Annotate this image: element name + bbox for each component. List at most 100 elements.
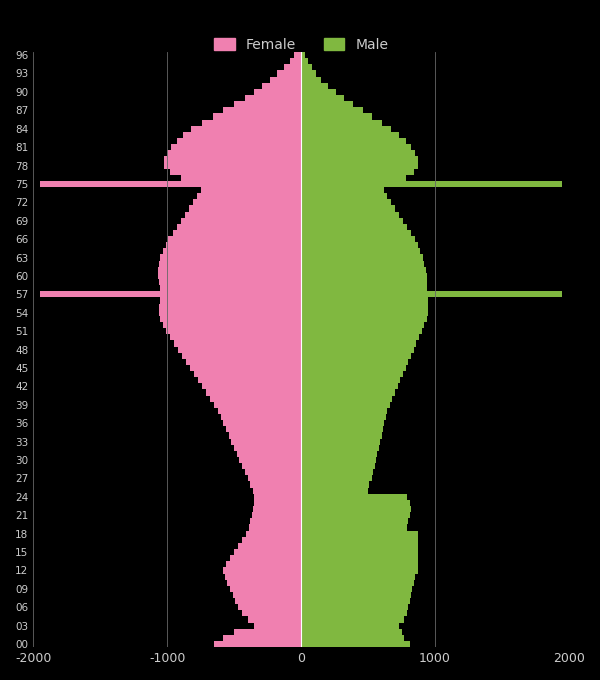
Bar <box>159 279 301 285</box>
Bar <box>242 463 301 469</box>
Legend: Female, Male: Female, Male <box>208 32 394 57</box>
Bar <box>301 267 426 273</box>
Bar <box>235 598 301 605</box>
Bar <box>40 181 301 187</box>
Bar <box>301 463 375 469</box>
Bar <box>166 328 301 335</box>
Bar <box>246 530 301 537</box>
Bar <box>301 254 423 260</box>
Bar <box>250 518 301 524</box>
Bar <box>301 530 418 537</box>
Bar <box>227 579 301 585</box>
Bar <box>166 242 301 248</box>
Bar <box>301 439 380 445</box>
Bar <box>158 267 301 273</box>
Bar <box>249 524 301 530</box>
Bar <box>301 248 421 254</box>
Bar <box>248 475 301 481</box>
Bar <box>301 291 562 297</box>
Bar <box>301 181 562 187</box>
Bar <box>301 328 422 335</box>
Bar <box>301 58 308 65</box>
Bar <box>301 309 428 316</box>
Bar <box>301 169 413 175</box>
Bar <box>167 150 301 156</box>
Bar <box>301 211 399 218</box>
Bar <box>301 605 409 611</box>
Bar <box>234 549 301 555</box>
Bar <box>301 611 407 617</box>
Bar <box>301 52 305 58</box>
Bar <box>253 506 301 512</box>
Bar <box>40 291 301 297</box>
Bar <box>301 242 418 248</box>
Bar <box>245 95 301 101</box>
Bar <box>301 426 383 432</box>
Bar <box>160 285 301 291</box>
Bar <box>301 396 392 402</box>
Bar <box>173 230 301 236</box>
Bar <box>206 390 301 396</box>
Bar <box>238 605 301 611</box>
Bar <box>301 518 409 524</box>
Bar <box>301 371 403 377</box>
Bar <box>262 83 301 89</box>
Bar <box>160 254 301 260</box>
Bar <box>301 494 407 500</box>
Bar <box>301 230 411 236</box>
Bar <box>169 236 301 242</box>
Bar <box>301 322 424 328</box>
Bar <box>301 555 418 561</box>
Bar <box>301 89 336 95</box>
Bar <box>301 156 418 163</box>
Bar <box>301 402 389 408</box>
Bar <box>301 273 427 279</box>
Bar <box>221 414 301 420</box>
Bar <box>194 371 301 377</box>
Bar <box>213 114 301 120</box>
Bar <box>229 432 301 439</box>
Bar <box>164 163 301 169</box>
Bar <box>301 95 344 101</box>
Bar <box>301 199 391 205</box>
Bar <box>181 218 301 224</box>
Bar <box>202 120 301 126</box>
Bar <box>301 524 407 530</box>
Bar <box>301 420 384 426</box>
Bar <box>301 500 410 506</box>
Bar <box>301 543 418 549</box>
Bar <box>170 335 301 341</box>
Bar <box>163 248 301 254</box>
Bar <box>301 114 372 120</box>
Bar <box>253 488 301 494</box>
Bar <box>290 58 301 65</box>
Bar <box>170 169 301 175</box>
Bar <box>174 341 301 347</box>
Bar <box>223 635 301 641</box>
Bar <box>301 579 413 585</box>
Bar <box>301 101 353 107</box>
Bar <box>301 193 387 199</box>
Bar <box>301 83 328 89</box>
Bar <box>230 555 301 561</box>
Bar <box>301 469 373 475</box>
Bar <box>301 285 427 291</box>
Bar <box>301 617 404 623</box>
Bar <box>301 279 427 285</box>
Bar <box>301 65 312 71</box>
Bar <box>198 377 301 384</box>
Bar <box>301 414 386 420</box>
Bar <box>242 611 301 617</box>
Bar <box>301 408 387 414</box>
Bar <box>239 457 301 463</box>
Bar <box>301 120 382 126</box>
Bar <box>301 635 404 641</box>
Bar <box>301 585 412 592</box>
Bar <box>301 236 415 242</box>
Bar <box>159 309 301 316</box>
Bar <box>218 408 301 414</box>
Bar <box>301 506 411 512</box>
Bar <box>301 377 400 384</box>
Bar <box>301 132 399 138</box>
Bar <box>301 260 424 267</box>
